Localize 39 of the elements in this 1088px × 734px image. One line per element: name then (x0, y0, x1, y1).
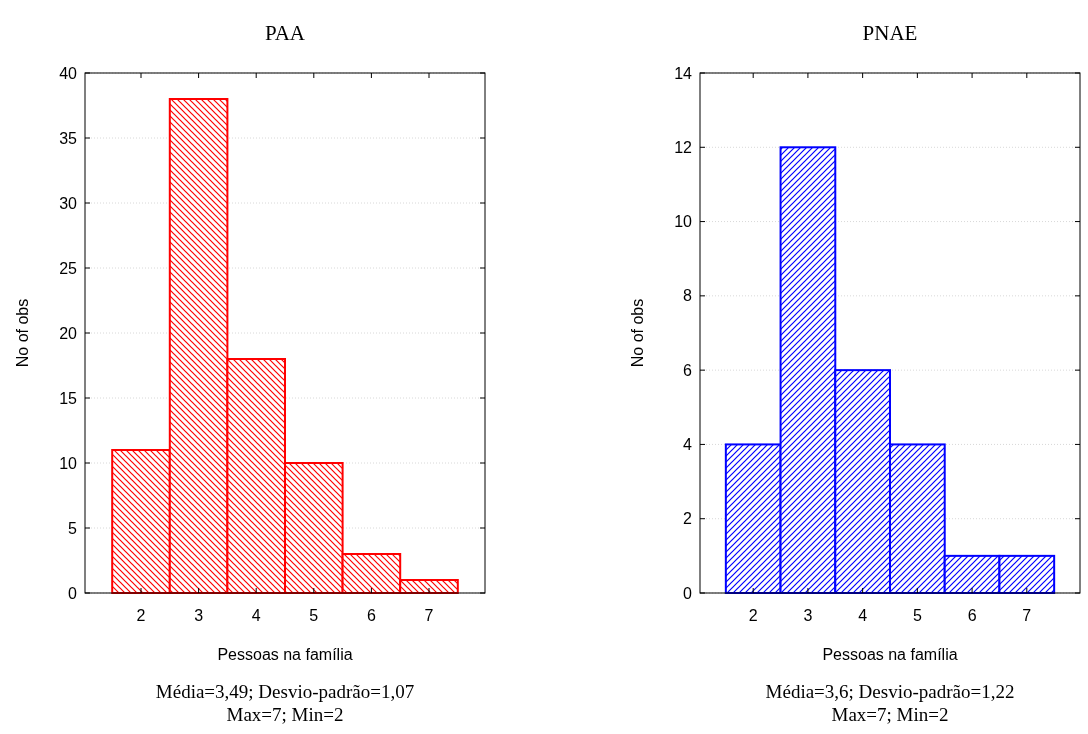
x-tick-label: 7 (1022, 607, 1032, 624)
y-tick-label: 30 (59, 194, 78, 212)
chart-title: PNAE (862, 21, 918, 45)
y-tick-label: 40 (59, 64, 78, 82)
y-tick-label: 8 (683, 287, 693, 305)
x-tick-label: 5 (912, 607, 922, 624)
x-axis-title: Pessoas na família (822, 646, 958, 663)
x-tick-label: 4 (858, 607, 868, 624)
x-tick-label: 4 (251, 607, 261, 624)
y-tick-label: 20 (59, 324, 78, 342)
y-tick-label: 5 (68, 519, 78, 537)
text: Média=3,49; Desvio-padrão=1,07 (155, 681, 415, 702)
x-tick-label: 5 (309, 607, 319, 624)
y-tick-label: 35 (59, 129, 78, 147)
text: Max=7; Min=2 (831, 704, 949, 725)
y-tick-label: 10 (59, 454, 78, 472)
y-tick-label: 2 (683, 510, 693, 528)
x-tick-label: 3 (194, 607, 204, 624)
x-axis-title: Pessoas na família (217, 646, 353, 663)
chart-title: PAA (264, 21, 306, 45)
y-axis-title: No of obs (629, 298, 646, 368)
x-tick-label: 2 (748, 607, 758, 624)
x-tick-label: 6 (366, 607, 376, 624)
x-tick-label: 3 (803, 607, 813, 624)
x-tick-label: 7 (424, 607, 434, 624)
y-tick-label: 6 (683, 361, 693, 379)
text: Max=7; Min=2 (226, 704, 344, 725)
y-tick-label: 10 (674, 213, 693, 231)
y-tick-label: 14 (674, 64, 693, 82)
text: Média=3,6; Desvio-padrão=1,22 (765, 681, 1015, 702)
y-tick-label: 0 (683, 584, 693, 602)
y-tick-label: 4 (683, 436, 693, 454)
y-tick-label: 12 (674, 138, 693, 156)
y-tick-label: 15 (59, 389, 78, 407)
y-axis-title: No of obs (14, 298, 31, 368)
y-tick-label: 25 (59, 259, 78, 277)
y-tick-label: 0 (68, 584, 78, 602)
x-tick-label: 2 (136, 607, 146, 624)
x-tick-label: 6 (967, 607, 977, 624)
